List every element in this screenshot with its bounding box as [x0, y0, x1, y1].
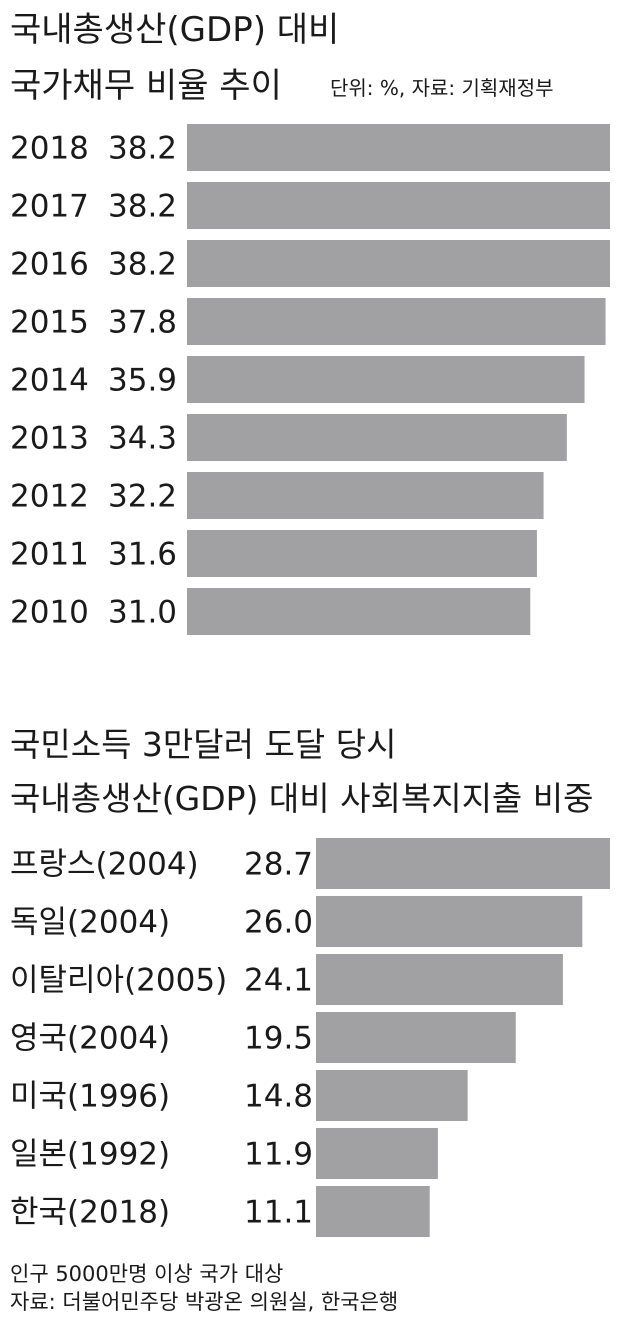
bar	[187, 298, 606, 345]
value-label: 14.8	[244, 1079, 313, 1115]
bar	[187, 182, 610, 229]
bar	[187, 588, 531, 635]
category-label: 2015	[10, 305, 89, 341]
value-label: 24.1	[244, 963, 313, 999]
chart2-title: 국민소득 3만달러 도달 당시	[10, 725, 397, 764]
bar	[187, 414, 567, 461]
value-label: 11.1	[244, 1195, 313, 1231]
value-label: 34.3	[108, 421, 177, 457]
value-label: 38.2	[108, 247, 177, 283]
bar	[187, 472, 544, 519]
category-label: 2012	[10, 479, 89, 515]
chart2-subtitle: 국내총생산(GDP) 대비 사회복지지출 비중	[10, 779, 594, 818]
value-label: 19.5	[244, 1021, 313, 1057]
category-label: 미국(1996)	[10, 1079, 170, 1115]
category-label: 2010	[10, 595, 89, 631]
category-label: 2018	[10, 131, 89, 167]
category-label: 한국(2018)	[10, 1195, 170, 1231]
value-label: 37.8	[108, 305, 177, 341]
footnote-population: 인구 5000만명 이상 국가 대상	[10, 1262, 284, 1286]
bar	[316, 896, 583, 947]
chart2-plot: 프랑스(2004) 28.7 독일(2004) 26.0 이탈리아(2005) 24.1 영…	[10, 838, 610, 1237]
value-label: 32.2	[108, 479, 177, 515]
bar	[316, 838, 610, 889]
category-label: 2017	[10, 189, 89, 225]
value-label: 35.9	[108, 363, 177, 399]
bar	[316, 1070, 468, 1121]
bar	[187, 530, 537, 577]
bar	[316, 954, 563, 1005]
category-label: 2014	[10, 363, 89, 399]
bar	[187, 124, 610, 171]
category-label: 프랑스(2004)	[10, 847, 199, 883]
value-label: 28.7	[244, 847, 313, 883]
footnote-source: 자료: 더불어민주당 박광온 의원실, 한국은행	[10, 1290, 399, 1314]
value-label: 31.0	[108, 595, 177, 631]
category-label: 영국(2004)	[10, 1021, 170, 1057]
bar	[187, 356, 585, 403]
category-label: 이탈리아(2005)	[10, 963, 227, 999]
category-label: 2013	[10, 421, 89, 457]
category-label: 2011	[10, 537, 89, 573]
chart1-title: 국내총생산(GDP) 대비	[10, 10, 340, 50]
value-label: 31.6	[108, 537, 177, 573]
bar	[187, 240, 610, 287]
bar	[316, 1186, 430, 1237]
value-label: 11.9	[244, 1137, 313, 1173]
value-label: 26.0	[244, 905, 313, 941]
value-label: 38.2	[108, 131, 177, 167]
category-label: 독일(2004)	[10, 905, 170, 941]
chart1-plot: 2018 38.2 2017 38.2 2016 38.2 2015 37.8 2014 35.9…	[10, 124, 610, 635]
chart1-subtitle: 국가채무 비율 추이	[10, 66, 282, 106]
category-label: 일본(1992)	[10, 1137, 170, 1173]
value-label: 38.2	[108, 189, 177, 225]
bar	[316, 1128, 438, 1179]
category-label: 2016	[10, 247, 89, 283]
bar	[316, 1012, 516, 1063]
chart1-unit-note: 단위: %, 자료: 기획재정부	[330, 76, 554, 100]
